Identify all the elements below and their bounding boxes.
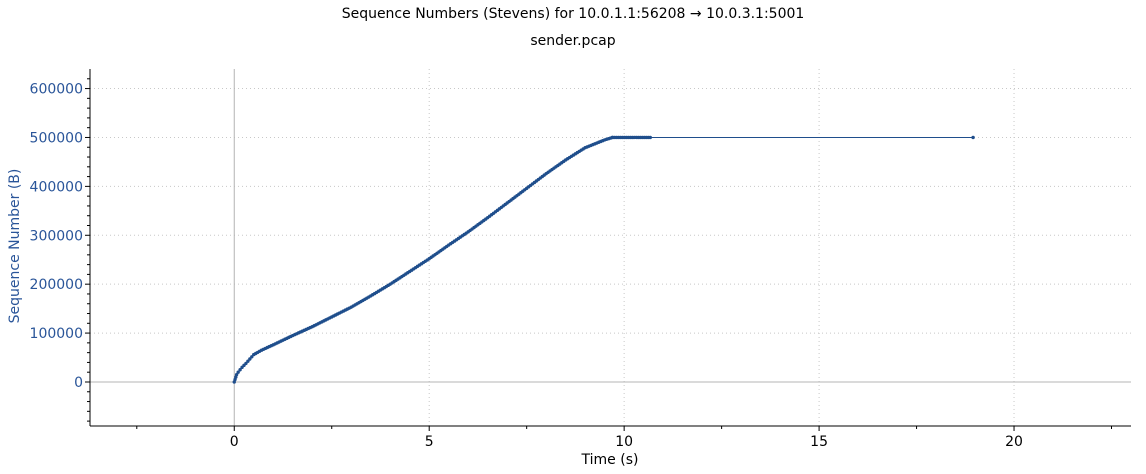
data-point	[648, 135, 652, 140]
x-tick-label: 10	[615, 434, 633, 450]
data-point	[610, 135, 615, 140]
data-point	[236, 370, 240, 374]
data-series	[232, 135, 975, 384]
x-axis-label: Time (s)	[581, 452, 639, 468]
grid-lines	[90, 69, 1131, 426]
data-point	[971, 135, 975, 140]
y-tick-label: 500000	[30, 130, 83, 146]
y-tick-label: 200000	[30, 277, 83, 293]
x-tick-label: 15	[810, 434, 828, 450]
y-tick-label: 400000	[30, 179, 83, 195]
chart-title: Sequence Numbers (Stevens) for 10.0.1.1:…	[342, 6, 805, 22]
y-tick-label: 300000	[30, 228, 83, 244]
x-axis-ticks: 0 5 10 15 20	[136, 426, 1113, 450]
data-point	[244, 361, 248, 366]
data-point	[248, 357, 252, 361]
y-axis-label: Sequence Number (B)	[7, 169, 23, 324]
data-point	[250, 355, 254, 359]
x-tick-label: 0	[230, 434, 239, 450]
series-line	[233, 137, 974, 383]
y-tick-label: 100000	[30, 326, 83, 342]
zero-lines	[90, 69, 1131, 426]
x-tick-label: 5	[425, 434, 434, 450]
y-axis-ticks: 0 100000 200000 300000 400000 500000 600000	[30, 78, 90, 422]
data-point	[238, 368, 242, 372]
axes	[89, 69, 1131, 427]
y-tick-label: 0	[74, 375, 83, 391]
data-point	[246, 359, 250, 363]
x-tick-label: 20	[1005, 434, 1023, 450]
chart-subtitle: sender.pcap	[530, 33, 615, 49]
data-point	[234, 372, 239, 377]
y-tick-label: 600000	[30, 82, 83, 98]
